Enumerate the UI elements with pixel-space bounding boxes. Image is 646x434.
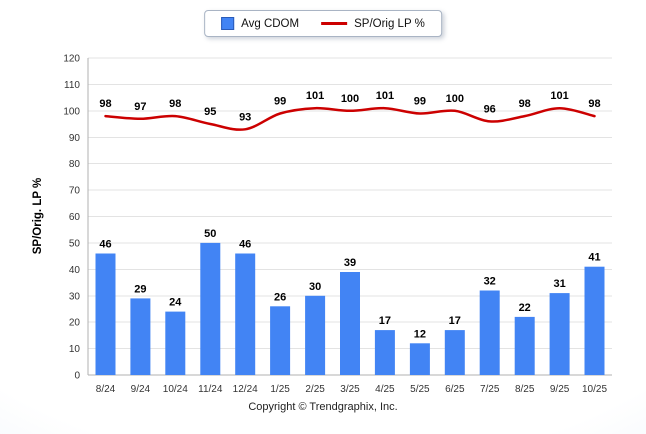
y-tick-label: 60 xyxy=(69,212,81,223)
bar xyxy=(374,330,395,375)
chart-legend: Avg CDOM SP/Orig LP % xyxy=(204,10,442,37)
x-axis-label: 6/25 xyxy=(445,384,465,395)
line-value-label: 100 xyxy=(446,93,464,105)
legend-item-avg-cdom: Avg CDOM xyxy=(221,17,299,30)
y-tick-label: 120 xyxy=(63,54,80,65)
bar xyxy=(200,242,221,375)
y-tick-label: 30 xyxy=(69,291,81,302)
bar-value-label: 26 xyxy=(274,291,286,303)
bar xyxy=(305,295,326,375)
bar-value-label: 46 xyxy=(99,239,111,251)
bar-series-swatch-icon xyxy=(221,17,235,30)
x-axis-label: 1/25 xyxy=(270,384,290,395)
y-tick-label: 90 xyxy=(69,133,81,144)
bar xyxy=(165,311,186,375)
y-axis-title: SP/Orig. LP % xyxy=(32,177,44,255)
line-value-label: 101 xyxy=(550,90,568,102)
line-value-label: 101 xyxy=(376,90,394,102)
line-value-label: 98 xyxy=(519,98,531,110)
y-tick-label: 0 xyxy=(74,371,80,382)
x-axis-label: 7/25 xyxy=(480,384,500,395)
x-axis-label: 5/25 xyxy=(410,384,430,395)
x-axis-label: 10/25 xyxy=(582,384,607,395)
legend-item-sp-orig-lp: SP/Orig LP % xyxy=(321,18,425,30)
bar-value-label: 12 xyxy=(414,328,426,340)
y-tick-label: 80 xyxy=(69,159,81,170)
bar xyxy=(409,343,430,375)
x-axis-label: 3/25 xyxy=(340,384,360,395)
sp-orig-lp-line xyxy=(104,106,596,131)
line-series-swatch-icon xyxy=(321,22,348,25)
line-value-label: 99 xyxy=(274,96,286,108)
line-value-label: 99 xyxy=(414,96,426,108)
bar-value-label: 24 xyxy=(169,297,182,309)
copyright-text: Copyright © Trendgraphix, Inc. xyxy=(248,401,398,413)
line-value-label: 100 xyxy=(341,93,359,105)
bar-value-label: 17 xyxy=(379,315,391,327)
bar-value-label: 41 xyxy=(588,252,600,264)
y-tick-label: 100 xyxy=(63,106,80,117)
x-axis-label: 12/24 xyxy=(233,384,258,395)
y-tick-label: 70 xyxy=(69,186,81,197)
line-value-label: 93 xyxy=(239,111,251,123)
x-axis-label: 4/25 xyxy=(375,384,395,395)
bar-value-label: 29 xyxy=(134,283,146,295)
x-axis-label: 10/24 xyxy=(163,384,188,395)
line-value-label: 98 xyxy=(588,98,600,110)
y-tick-label: 50 xyxy=(69,238,81,249)
x-axis-label: 9/25 xyxy=(550,384,570,395)
bar-value-label: 46 xyxy=(239,239,251,251)
line-value-label: 96 xyxy=(484,103,496,115)
y-tick-label: 20 xyxy=(69,318,81,329)
y-tick-label: 10 xyxy=(69,344,81,355)
line-value-label: 101 xyxy=(306,90,324,102)
x-axis-label: 8/24 xyxy=(96,384,116,395)
x-axis-label: 8/25 xyxy=(515,384,535,395)
line-value-label: 98 xyxy=(169,98,181,110)
bar xyxy=(479,290,500,375)
bar xyxy=(444,330,465,375)
x-axis-label: 11/24 xyxy=(198,384,223,395)
x-axis-label: 2/25 xyxy=(305,384,325,395)
bar-value-label: 32 xyxy=(484,276,496,288)
bar xyxy=(584,266,605,375)
line-value-label: 95 xyxy=(204,106,216,118)
legend-label-sp-orig-lp: SP/Orig LP % xyxy=(354,17,425,30)
bar xyxy=(235,253,256,375)
y-tick-label: 40 xyxy=(69,265,81,276)
bar-value-label: 17 xyxy=(449,315,461,327)
bar xyxy=(130,298,151,375)
y-tick-label: 110 xyxy=(64,80,80,91)
bar-value-label: 50 xyxy=(204,228,216,240)
bar-value-label: 39 xyxy=(344,257,356,269)
bar xyxy=(95,253,116,375)
bar xyxy=(549,293,570,375)
x-axis-label: 9/24 xyxy=(131,384,151,395)
bar-value-label: 22 xyxy=(519,302,531,314)
legend-label-avg-cdom: Avg CDOM xyxy=(241,17,300,30)
bar xyxy=(270,306,291,375)
bar xyxy=(340,272,360,375)
bar-value-label: 31 xyxy=(553,278,565,290)
bar xyxy=(514,316,535,375)
line-value-label: 98 xyxy=(99,98,111,110)
bar-value-label: 30 xyxy=(309,281,321,293)
line-value-label: 97 xyxy=(134,101,146,113)
